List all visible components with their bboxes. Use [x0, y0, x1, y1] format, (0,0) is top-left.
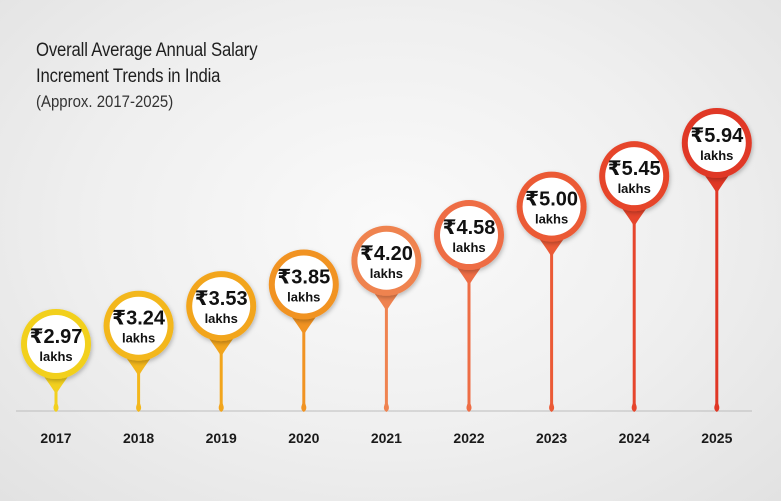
pin-base-drop [136, 401, 142, 412]
pin-unit-label: lakhs [535, 212, 568, 227]
pin-value-label: ₹5.45 [608, 158, 661, 180]
x-tick-label: 2024 [619, 430, 650, 446]
pin-disc [605, 147, 664, 206]
pin-base-drop [549, 401, 555, 412]
pin-base-drop [301, 401, 307, 412]
pin-base-drop [466, 401, 472, 412]
pin-disc [27, 315, 85, 373]
pin-unit-label: lakhs [205, 311, 238, 326]
x-tick-label: 2019 [206, 430, 237, 446]
pin-disc [192, 277, 251, 336]
pin-base-drop [383, 401, 389, 412]
pin-disc [522, 177, 581, 236]
pin-value-label: ₹3.85 [277, 266, 330, 288]
pin-base-drop [218, 401, 224, 412]
chart-subtitle: (Approx. 2017-2025) [36, 92, 174, 111]
pin-unit-label: lakhs [39, 349, 72, 364]
pin-disc [109, 296, 168, 355]
chart-title-block: Overall Average Annual Salary Increment … [36, 38, 288, 114]
chart-title-line-1: Overall Average Annual Salary [36, 40, 258, 61]
pin-value-label: ₹4.20 [360, 243, 413, 265]
x-tick-label: 2018 [123, 430, 154, 446]
pin-value-label: ₹3.53 [195, 288, 248, 310]
pin-disc [687, 114, 746, 172]
pin-value-label: ₹5.00 [525, 189, 578, 211]
pin-unit-label: lakhs [370, 266, 403, 281]
pin-value-label: ₹3.24 [112, 308, 166, 330]
x-tick-label: 2021 [371, 430, 402, 446]
pin-unit-label: lakhs [122, 331, 155, 346]
pin-unit-label: lakhs [452, 240, 485, 255]
chart-title-line-2: Increment Trends in India [36, 66, 221, 87]
x-tick-label: 2023 [536, 430, 567, 446]
pin-unit-label: lakhs [700, 148, 733, 163]
pin-value-label: ₹5.94 [690, 125, 744, 147]
x-tick-label: 2025 [701, 430, 732, 446]
pin-base-drop [714, 401, 720, 412]
pin-base-drop [631, 401, 637, 412]
pin-disc [440, 206, 498, 265]
pin-disc [357, 231, 416, 290]
pin-value-label: ₹2.97 [30, 326, 83, 348]
pin-unit-label: lakhs [618, 181, 651, 196]
x-tick-label: 2020 [288, 430, 319, 446]
pin-disc [274, 255, 333, 314]
pin-unit-label: lakhs [287, 289, 320, 304]
pin-value-label: ₹4.58 [443, 217, 496, 239]
x-tick-label: 2022 [453, 430, 484, 446]
x-tick-label: 2017 [40, 430, 71, 446]
pins-group: ₹2.97lakhs2017₹3.24lakhs2018₹3.53lakhs20… [21, 108, 752, 446]
pin-base-drop [53, 401, 59, 412]
